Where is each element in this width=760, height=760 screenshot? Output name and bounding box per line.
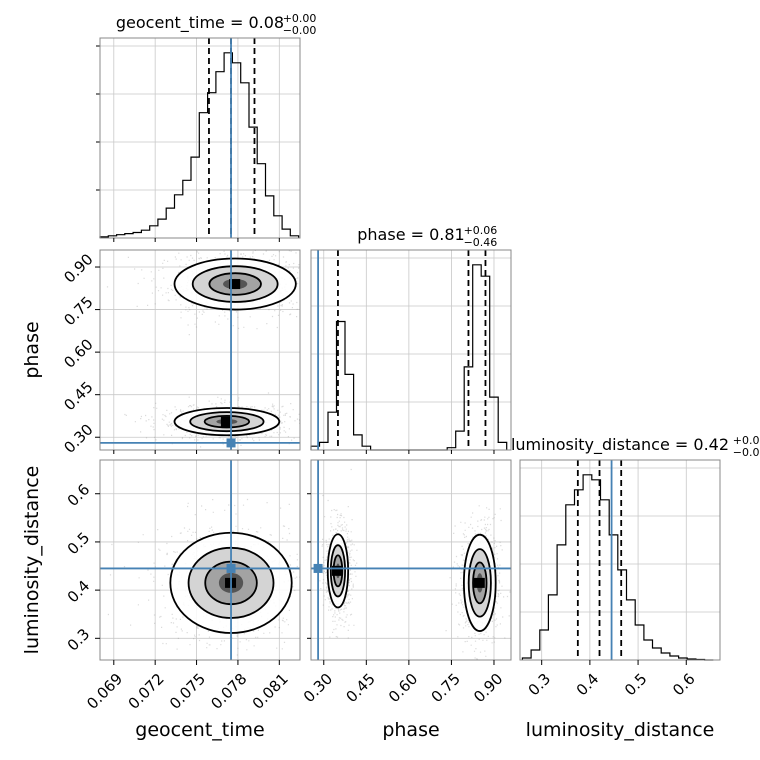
x-tick-label-luminosity-distance: 0.5 xyxy=(621,670,651,700)
x-axis-label-phase: phase xyxy=(382,719,439,741)
y-axis-label-luminosity-distance: luminosity_distance xyxy=(21,466,43,655)
x-tick-label-luminosity-distance: 0.3 xyxy=(525,670,555,700)
truth-marker xyxy=(226,563,236,573)
x-tick-label-phase: 0.30 xyxy=(300,670,336,706)
histogram-panel-phase: phase = 0.81+0.06−0.46 xyxy=(310,224,512,451)
y-tick-label-phase: 0.90 xyxy=(60,250,96,286)
x-tick-label-phase: 0.45 xyxy=(342,670,378,706)
title-upper-error: +0.05 xyxy=(733,434,760,447)
title-lower-error: −0.04 xyxy=(733,446,760,459)
x-tick-label-geocent-time: 0.072 xyxy=(125,670,168,713)
title-lower-error: −0.00 xyxy=(283,24,317,37)
y-tick-label-phase: 0.45 xyxy=(60,378,96,414)
y-tick-label-phase: 0.60 xyxy=(60,335,96,371)
x-tick-label-phase: 0.60 xyxy=(385,670,421,706)
density-peak xyxy=(229,279,241,290)
title-upper-error: +0.06 xyxy=(464,224,498,237)
x-axis-label-luminosity-distance: luminosity_distance xyxy=(526,719,715,741)
density-peak xyxy=(220,416,232,427)
scatter-panel-geocent-time-vs-luminosity-distance xyxy=(99,459,301,661)
y-tick-label-phase: 0.30 xyxy=(60,420,96,456)
truth-marker xyxy=(226,438,236,448)
scatter-panel-phase-vs-luminosity-distance xyxy=(310,459,512,661)
x-tick-label-phase: 0.90 xyxy=(470,670,506,706)
x-tick-label-geocent-time: 0.075 xyxy=(166,670,209,713)
y-axis-label-phase: phase xyxy=(21,321,43,378)
title-lower-error: −0.46 xyxy=(464,236,498,249)
x-axis-label-geocent-time: geocent_time xyxy=(135,719,264,741)
title-upper-error: +0.00 xyxy=(283,12,317,25)
histogram-panel-geocent-time: geocent_time = 0.08+0.00−0.00 xyxy=(96,12,317,239)
histogram-panel-luminosity-distance: luminosity_distance = 0.42 +0.05−0.04 xyxy=(511,434,760,661)
histogram-step-line xyxy=(99,52,300,238)
histogram-step-line xyxy=(521,474,714,661)
y-tick-label-luminosity-distance: 0.6 xyxy=(64,480,94,510)
y-tick-label-phase: 0.75 xyxy=(60,293,96,329)
truth-marker xyxy=(313,563,323,573)
panel-title-geocent-time: geocent_time = 0.08 xyxy=(116,13,284,33)
x-tick-label-luminosity-distance: 0.4 xyxy=(573,670,603,700)
panel-frame xyxy=(99,37,301,239)
x-tick-label-geocent-time: 0.081 xyxy=(249,670,292,713)
y-tick-label-luminosity-distance: 0.5 xyxy=(64,529,94,559)
panel-frame xyxy=(99,459,301,661)
scatter-panel-geocent-time-vs-phase xyxy=(99,249,301,451)
panel-contents xyxy=(311,460,511,660)
x-tick-label-geocent-time: 0.078 xyxy=(207,670,250,713)
x-tick-label-phase: 0.75 xyxy=(428,670,464,706)
y-tick-label-luminosity-distance: 0.3 xyxy=(64,625,94,655)
density-peak xyxy=(331,565,343,576)
panel-contents xyxy=(100,250,300,450)
panel-frame xyxy=(99,249,301,451)
panel-title-phase: phase = 0.81 xyxy=(357,225,464,244)
x-tick-label-geocent-time: 0.069 xyxy=(83,670,126,713)
panel-frame xyxy=(310,459,512,661)
scatter-points xyxy=(445,505,511,660)
panel-frame xyxy=(519,459,721,661)
density-peak xyxy=(473,577,485,588)
y-tick-label-luminosity-distance: 0.4 xyxy=(64,577,94,607)
panel-title-luminosity-distance: luminosity_distance = 0.42 xyxy=(511,435,729,455)
panel-frame xyxy=(310,249,512,451)
x-tick-label-luminosity-distance: 0.6 xyxy=(669,670,699,700)
panel-contents xyxy=(100,460,300,660)
